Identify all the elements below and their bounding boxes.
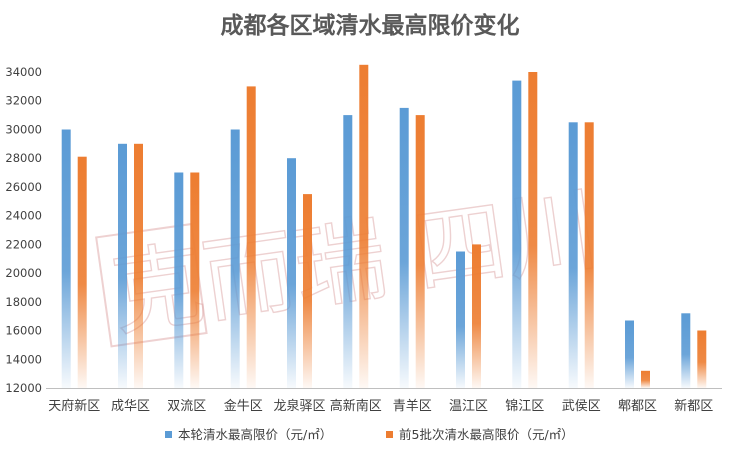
legend-swatch-series-1	[165, 431, 172, 438]
y-tick-label: 20000	[5, 266, 42, 280]
chart-title: 成都各区域清水最高限价变化	[221, 12, 520, 39]
y-tick-label: 16000	[5, 324, 42, 338]
bar-series-2	[246, 86, 256, 389]
bar-series-2	[697, 330, 707, 388]
legend-label-series-1: 本轮清水最高限价（元/㎡）	[178, 427, 332, 442]
bar-series-2	[359, 64, 369, 389]
bar-series-2	[472, 244, 481, 388]
x-category-label: 郫都区	[618, 398, 657, 414]
y-tick-label: 18000	[5, 295, 42, 309]
y-tick-label: 12000	[5, 381, 42, 395]
y-tick-label: 14000	[5, 352, 42, 366]
bar-series-2	[641, 370, 650, 388]
x-category-label: 高新南区	[330, 398, 382, 414]
bar-series-2	[528, 72, 538, 388]
bar-series-1	[230, 129, 240, 388]
y-tick-label: 30000	[5, 122, 42, 136]
y-axis: 12000 14000 16000 18000 20000 22000 24000 26000…	[5, 65, 42, 395]
bar-series-1	[61, 129, 71, 388]
y-tick-label: 26000	[5, 180, 42, 194]
bar-series-1	[568, 122, 578, 389]
bar-series-2	[303, 194, 312, 388]
y-tick-label: 28000	[5, 151, 42, 165]
bar-series-2	[134, 143, 143, 388]
bar-series-1	[625, 320, 634, 388]
bar-series-2	[415, 115, 425, 388]
legend: 本轮清水最高限价（元/㎡） 前5批次清水最高限价（元/㎡）	[165, 427, 574, 442]
bars	[61, 64, 707, 389]
bar-series-2	[190, 172, 200, 388]
bar-series-1	[174, 172, 184, 388]
x-category-label: 锦江区	[505, 399, 544, 414]
bar-series-1	[681, 313, 691, 388]
bar-series-2	[77, 156, 87, 388]
bar-series-1	[118, 143, 127, 388]
y-tick-label: 34000	[5, 65, 42, 79]
x-category-label: 青羊区	[393, 398, 432, 414]
bar-series-1	[343, 115, 353, 388]
bar-series-1	[399, 107, 409, 389]
x-category-label: 武侯区	[562, 399, 601, 414]
x-category-label: 双流区	[167, 399, 206, 414]
bar-series-1	[512, 80, 522, 388]
y-tick-label: 32000	[5, 94, 42, 108]
x-category-label: 天府新区	[48, 398, 100, 414]
legend-label-series-2: 前5批次清水最高限价（元/㎡）	[399, 427, 574, 442]
y-tick-label: 24000	[5, 209, 42, 223]
x-category-label: 金牛区	[224, 398, 263, 414]
x-category-label: 温江区	[449, 399, 488, 414]
x-axis: 天府新区 成华区 双流区 金牛区 龙泉驿区 高新南区 青羊区 温江区 锦江区 武侯区 郫都区 新都区	[48, 398, 713, 414]
x-category-label: 新都区	[674, 398, 713, 414]
y-tick-label: 22000	[5, 237, 42, 251]
bar-series-1	[456, 251, 465, 388]
legend-swatch-series-2	[386, 431, 393, 438]
x-category-label: 龙泉驿区	[273, 398, 325, 414]
bar-series-2	[584, 122, 594, 389]
bar-series-1	[287, 158, 296, 388]
x-category-label: 成华区	[111, 399, 150, 414]
